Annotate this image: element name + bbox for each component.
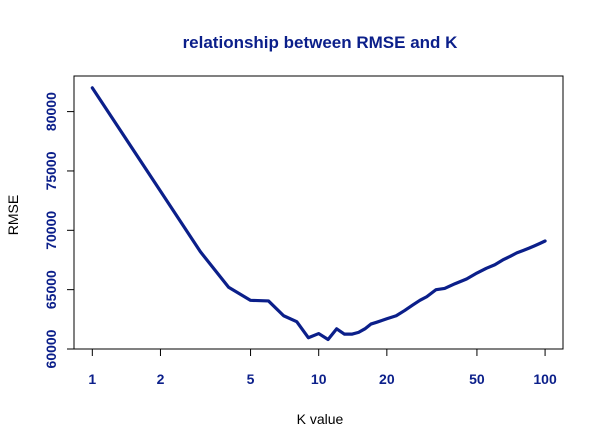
- y-tick-label: 65000: [43, 270, 59, 309]
- x-axis: 1 2 5 10 20 50 100: [88, 348, 557, 387]
- x-tick-label: 10: [311, 371, 327, 387]
- x-tick-label: 1: [88, 371, 96, 387]
- rmse-series-line: [90, 86, 547, 342]
- y-tick-label: 60000: [43, 329, 59, 368]
- x-tick-label: 5: [247, 371, 255, 387]
- y-axis: 60000 65000 70000 75000 80000: [43, 92, 75, 368]
- y-tick-label: 70000: [43, 211, 59, 250]
- x-tick-label: 20: [379, 371, 395, 387]
- y-axis-label: RMSE: [5, 195, 21, 235]
- x-tick-label: 100: [533, 371, 557, 387]
- x-tick-label: 50: [469, 371, 485, 387]
- x-tick-label: 2: [157, 371, 165, 387]
- plot-area-frame: [73, 75, 564, 350]
- y-tick-label: 80000: [43, 92, 59, 131]
- y-tick-label: 75000: [43, 151, 59, 190]
- x-axis-label: K value: [297, 411, 344, 427]
- chart-title: relationship between RMSE and K: [183, 33, 459, 52]
